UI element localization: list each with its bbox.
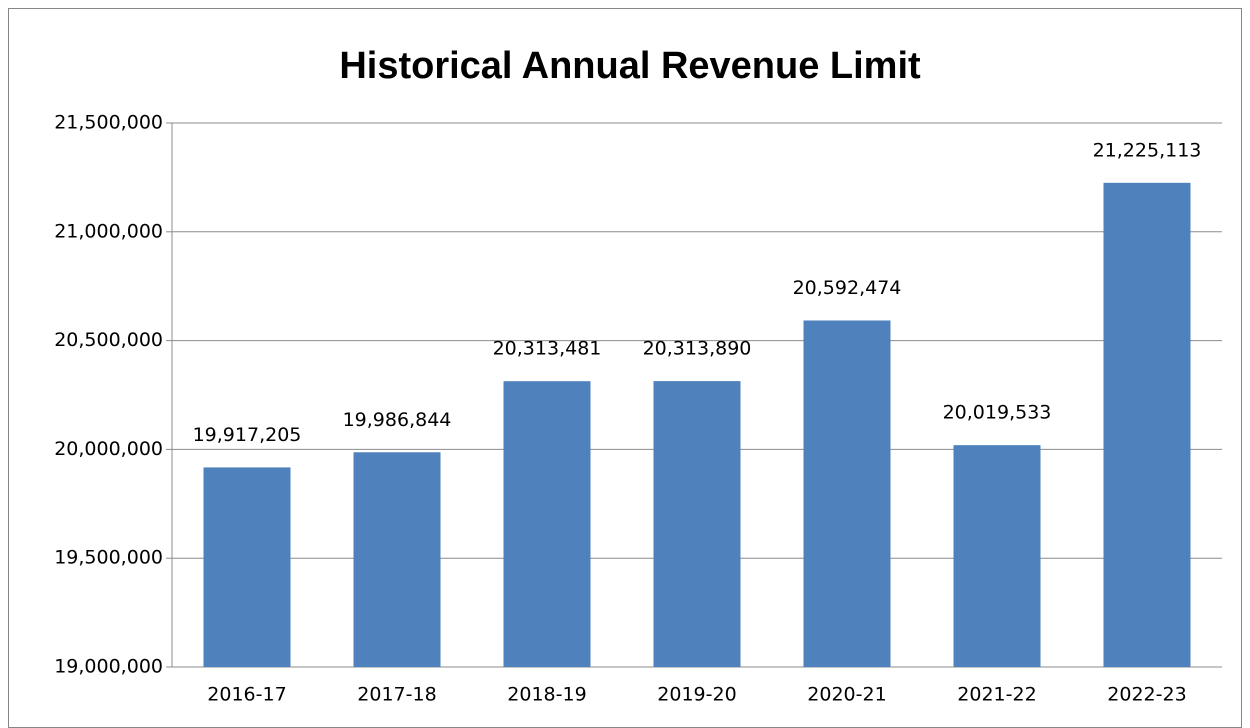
x-tick-label: 2018-19 [507,684,586,706]
x-tick-label: 2020-21 [807,684,886,706]
x-tick-label: 2022-23 [1107,684,1186,706]
x-tick-label: 2016-17 [207,684,286,706]
bar [653,381,741,667]
data-label: 19,917,205 [193,424,302,446]
chart-title: Historical Annual Revenue Limit [339,45,921,87]
y-tick-label: 21,000,000 [54,220,163,242]
bar [803,320,891,667]
x-tick-label: 2019-20 [657,684,736,706]
data-label: 20,592,474 [793,277,902,299]
bar [203,467,291,667]
y-tick-label: 20,000,000 [54,438,163,460]
data-label: 20,313,890 [643,338,752,360]
data-label: 19,986,844 [343,409,452,431]
bar [953,445,1041,667]
data-label: 21,225,113 [1093,139,1202,161]
y-tick-label: 21,500,000 [54,112,163,134]
y-tick-label: 19,000,000 [54,656,163,678]
bar [1103,182,1191,667]
y-tick-label: 19,500,000 [54,547,163,569]
data-label: 20,313,481 [493,338,602,360]
x-tick-label: 2021-22 [957,684,1036,706]
x-tick-label: 2017-18 [357,684,436,706]
bar [503,381,591,667]
y-tick-label: 20,500,000 [54,329,163,351]
bar [353,452,441,667]
data-label: 20,019,533 [943,402,1052,424]
chart-border [8,8,1242,728]
